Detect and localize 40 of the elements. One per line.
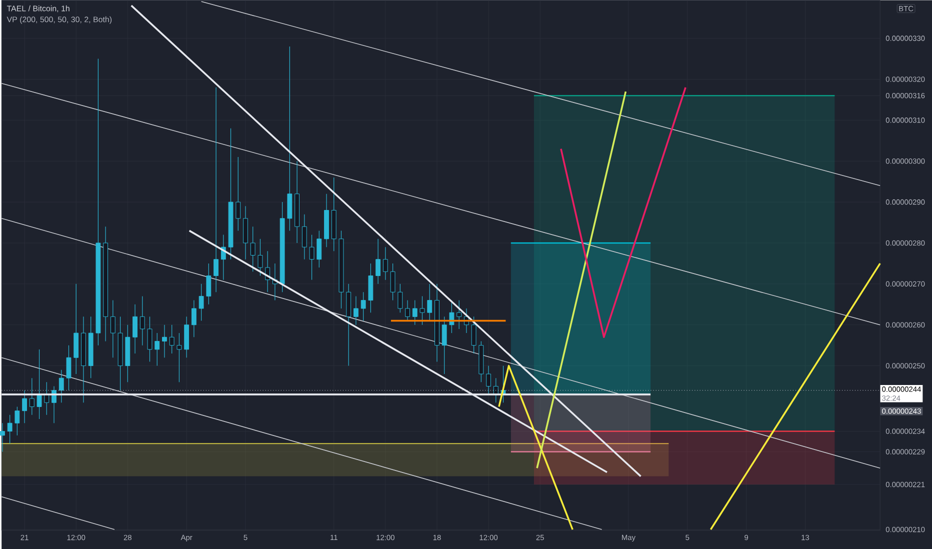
candlestick [36, 348, 42, 420]
candlestick [420, 296, 425, 325]
candlestick [427, 283, 432, 321]
candlestick [354, 296, 358, 325]
candlestick [309, 234, 314, 280]
candlestick [110, 300, 116, 358]
candlestick [14, 406, 20, 436]
candlestick [412, 300, 418, 325]
candlestick [198, 283, 204, 321]
candlestick [456, 300, 462, 330]
candlestick [302, 214, 307, 260]
candlestick [147, 316, 152, 362]
candlestick [214, 86, 218, 292]
candlestick [316, 230, 322, 268]
candlestick [0, 422, 5, 452]
candlestick [376, 238, 381, 284]
candlestick [29, 378, 34, 416]
candlestick [140, 296, 145, 346]
candlestick [471, 316, 476, 354]
candlestick [132, 304, 138, 354]
candlestick [486, 365, 491, 395]
candlestick [236, 156, 241, 231]
candlestick [398, 283, 403, 313]
candlestick [390, 262, 396, 300]
candlestick [162, 324, 167, 358]
candlestick [22, 390, 28, 424]
candlestick [442, 316, 447, 374]
candlestick [206, 262, 212, 305]
candlestick [191, 300, 196, 338]
candlestick [360, 292, 366, 321]
candlestick [258, 238, 263, 276]
candlestick [154, 332, 160, 366]
candlestick [176, 332, 182, 382]
candlestick [7, 414, 12, 444]
candlestick [250, 226, 256, 272]
candlestick [405, 300, 410, 321]
candlestick [58, 369, 64, 403]
candlestick [169, 324, 174, 354]
candlestick [382, 246, 388, 280]
candlestick [66, 344, 72, 390]
